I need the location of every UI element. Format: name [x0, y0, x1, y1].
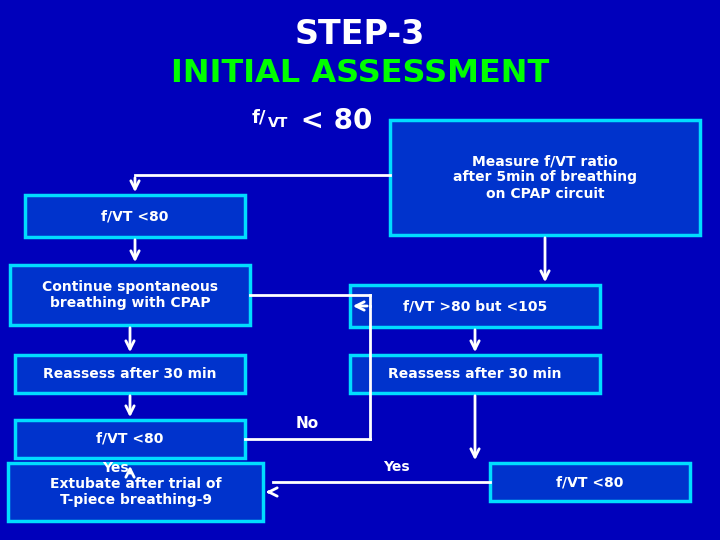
Text: f/VT <80: f/VT <80 [557, 475, 624, 489]
Text: Extubate after trial of
T-piece breathing-9: Extubate after trial of T-piece breathin… [50, 477, 221, 507]
FancyBboxPatch shape [25, 195, 245, 237]
Text: Reassess after 30 min: Reassess after 30 min [43, 367, 217, 381]
Text: f/: f/ [252, 108, 266, 126]
Text: STEP-3: STEP-3 [294, 18, 426, 51]
FancyBboxPatch shape [15, 355, 245, 393]
Text: VT: VT [268, 116, 289, 130]
Text: Continue spontaneous
breathing with CPAP: Continue spontaneous breathing with CPAP [42, 280, 218, 310]
Text: No: No [296, 416, 319, 431]
Text: Measure f/VT ratio
after 5min of breathing
on CPAP circuit: Measure f/VT ratio after 5min of breathi… [453, 154, 637, 201]
Text: < 80: < 80 [291, 107, 372, 135]
FancyBboxPatch shape [350, 355, 600, 393]
Text: f/VT <80: f/VT <80 [96, 432, 163, 446]
FancyBboxPatch shape [350, 285, 600, 327]
Text: f/VT <80: f/VT <80 [102, 209, 168, 223]
FancyBboxPatch shape [490, 463, 690, 501]
Text: Yes: Yes [102, 461, 128, 475]
Text: Yes: Yes [383, 460, 410, 474]
Text: Reassess after 30 min: Reassess after 30 min [388, 367, 562, 381]
Text: INITIAL ASSESSMENT: INITIAL ASSESSMENT [171, 58, 549, 89]
FancyBboxPatch shape [10, 265, 250, 325]
FancyBboxPatch shape [8, 463, 263, 521]
Text: f/VT >80 but <105: f/VT >80 but <105 [403, 299, 547, 313]
FancyBboxPatch shape [390, 120, 700, 235]
FancyBboxPatch shape [15, 420, 245, 458]
